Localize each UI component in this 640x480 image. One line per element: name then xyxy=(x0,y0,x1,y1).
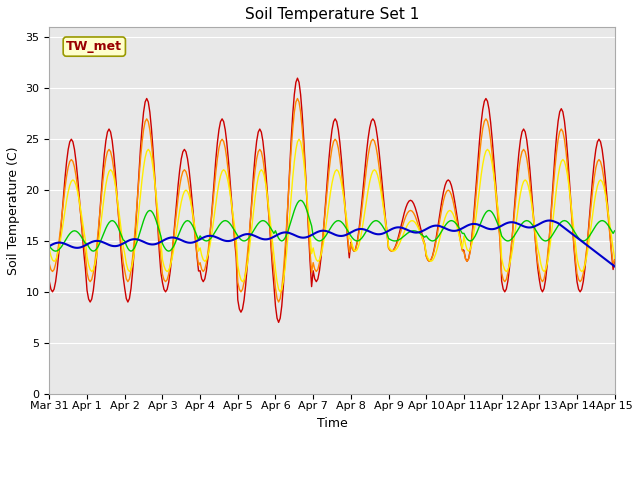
Line: SoilT1_04: SoilT1_04 xyxy=(49,98,614,302)
SoilT1_32 xyxy=(545,217,552,223)
SoilT1_04 xyxy=(275,299,282,305)
SoilT1_08 xyxy=(611,255,618,261)
SoilT1_16 xyxy=(152,218,160,224)
SoilT1_08 xyxy=(61,207,69,213)
SoilT1_02 xyxy=(611,256,618,262)
SoilT1_04 xyxy=(545,240,552,246)
Line: SoilT1_02: SoilT1_02 xyxy=(49,78,614,323)
Y-axis label: Soil Temperature (C): Soil Temperature (C) xyxy=(7,146,20,275)
Line: SoilT1_32: SoilT1_32 xyxy=(49,220,614,266)
SoilT1_02 xyxy=(151,171,159,177)
SoilT1_02 xyxy=(61,175,69,180)
Line: SoilT1_16: SoilT1_16 xyxy=(49,200,614,251)
SoilT1_16 xyxy=(63,236,70,241)
SoilT1_02 xyxy=(389,247,397,253)
SoilT1_04 xyxy=(389,248,397,253)
SoilT1_02 xyxy=(294,75,301,81)
SoilT1_02 xyxy=(275,320,282,325)
SoilT1_16 xyxy=(611,228,618,234)
SoilT1_02 xyxy=(371,118,378,124)
SoilT1_08 xyxy=(276,289,284,295)
SoilT1_32 xyxy=(611,264,618,269)
SoilT1_04 xyxy=(45,261,53,267)
Line: SoilT1_08: SoilT1_08 xyxy=(49,139,614,292)
X-axis label: Time: Time xyxy=(317,417,348,430)
SoilT1_04 xyxy=(402,214,410,219)
SoilT1_02 xyxy=(45,279,53,285)
SoilT1_08 xyxy=(389,248,397,254)
SoilT1_08 xyxy=(545,252,552,258)
SoilT1_02 xyxy=(545,243,552,249)
SoilT1_08 xyxy=(402,226,410,231)
SoilT1_16 xyxy=(389,238,397,244)
SoilT1_16 xyxy=(545,237,552,242)
Text: TW_met: TW_met xyxy=(67,40,122,53)
SoilT1_32 xyxy=(367,229,375,235)
SoilT1_32 xyxy=(45,243,53,249)
SoilT1_08 xyxy=(371,167,378,173)
SoilT1_04 xyxy=(151,176,159,182)
SoilT1_16 xyxy=(52,248,60,254)
SoilT1_02 xyxy=(402,205,410,211)
SoilT1_32 xyxy=(387,227,394,233)
SoilT1_32 xyxy=(541,218,549,224)
Title: Soil Temperature Set 1: Soil Temperature Set 1 xyxy=(245,7,419,22)
SoilT1_04 xyxy=(611,257,618,263)
SoilT1_32 xyxy=(61,241,69,247)
SoilT1_08 xyxy=(151,177,159,183)
SoilT1_08 xyxy=(295,136,303,142)
SoilT1_04 xyxy=(294,96,301,101)
SoilT1_16 xyxy=(297,197,305,203)
SoilT1_32 xyxy=(399,225,406,231)
SoilT1_32 xyxy=(151,241,159,247)
SoilT1_16 xyxy=(45,243,53,249)
SoilT1_08 xyxy=(45,247,53,252)
SoilT1_04 xyxy=(61,185,69,191)
SoilT1_16 xyxy=(371,218,378,224)
SoilT1_04 xyxy=(371,138,378,144)
SoilT1_16 xyxy=(402,232,410,238)
